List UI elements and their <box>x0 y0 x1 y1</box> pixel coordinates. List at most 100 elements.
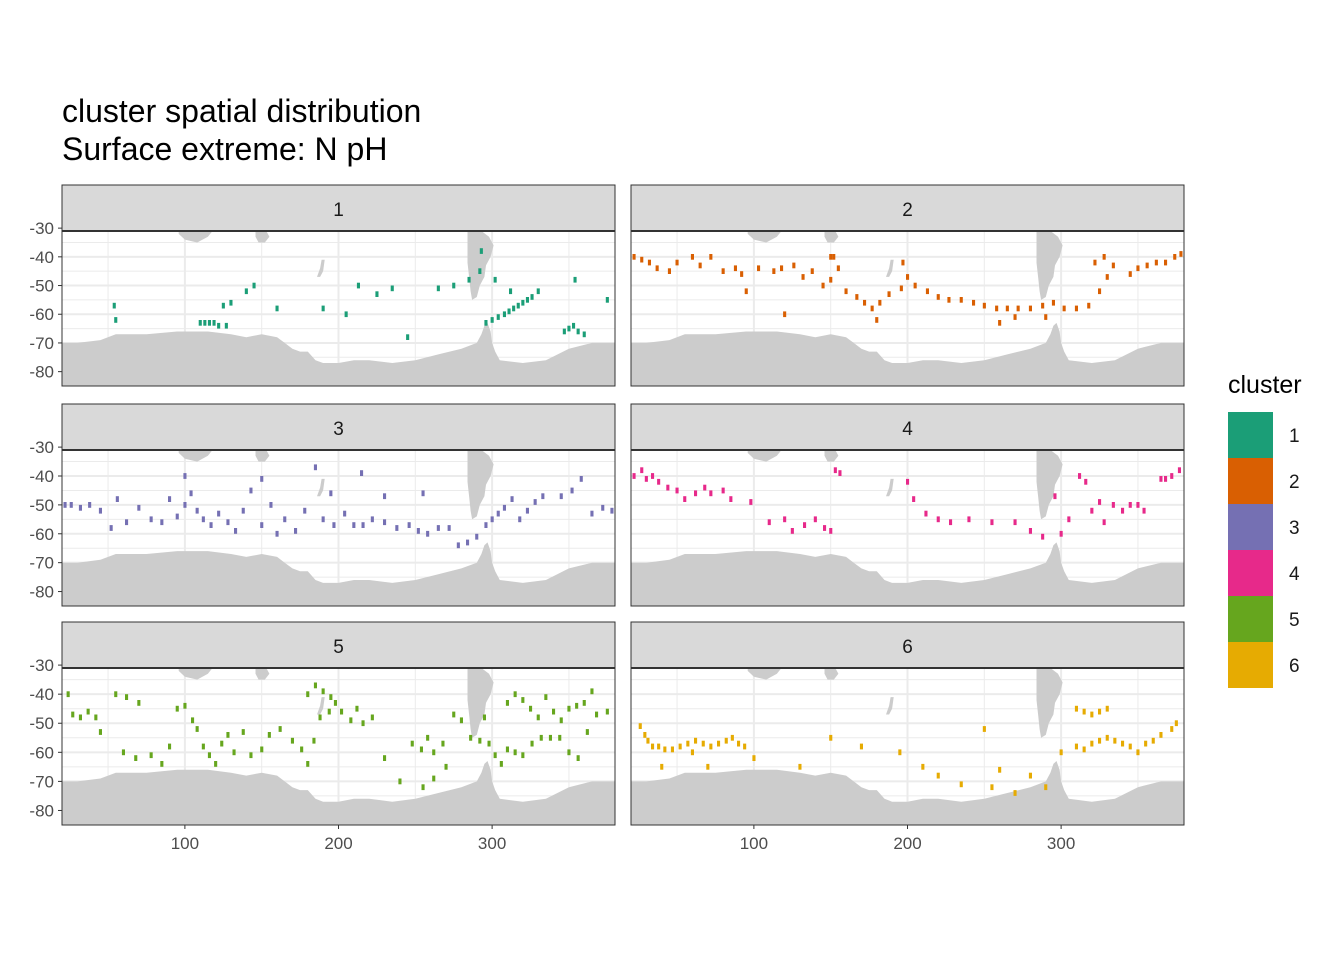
data-cell <box>729 496 733 502</box>
data-cell <box>792 262 796 269</box>
data-cell <box>1098 708 1102 715</box>
data-cell <box>521 697 525 703</box>
legend-label-3: 3 <box>1289 518 1300 539</box>
data-cell <box>709 743 713 750</box>
facet-panel-2: 2 <box>630 184 1185 387</box>
data-cell <box>478 268 482 274</box>
data-cell <box>327 708 331 715</box>
facet-strip-label: 4 <box>902 419 913 440</box>
data-cell <box>1087 302 1091 309</box>
facet-panel-1: 1 -30 -40 -50 -60 -70 -80 <box>29 184 616 387</box>
data-cell <box>972 299 976 306</box>
land-mass <box>62 322 615 386</box>
x-tick-label: 200 <box>324 834 352 853</box>
data-cell <box>109 525 113 531</box>
land-mass <box>467 668 494 738</box>
data-cell <box>115 496 119 502</box>
data-cell <box>582 331 586 338</box>
y-tick-label: -80 <box>29 363 54 382</box>
data-cell <box>361 720 365 727</box>
data-cell <box>370 516 374 523</box>
data-cell <box>1136 265 1140 272</box>
facet-strip-label: 6 <box>902 637 913 658</box>
data-cell <box>168 743 172 750</box>
data-cell <box>913 282 917 289</box>
data-cell <box>906 274 910 280</box>
data-cell <box>790 528 794 534</box>
y-tick-label: -80 <box>29 801 54 820</box>
data-cell <box>1051 299 1055 306</box>
data-cell <box>484 522 488 528</box>
data-cell <box>125 694 129 700</box>
data-cell <box>98 729 102 735</box>
data-cell <box>313 682 317 689</box>
data-cell <box>646 737 650 744</box>
data-cell <box>1016 305 1020 312</box>
data-cell <box>168 496 172 502</box>
data-cell <box>191 717 195 724</box>
data-cell <box>1136 502 1140 508</box>
facet-panel-4: 4 <box>630 403 1185 607</box>
data-cell <box>575 702 579 709</box>
data-cell <box>829 254 833 260</box>
data-cell <box>63 502 67 508</box>
facet-strip-label: 1 <box>333 200 344 221</box>
data-cell <box>878 299 882 306</box>
data-cell <box>590 688 594 695</box>
data-cell <box>198 320 202 326</box>
data-cell <box>290 737 294 744</box>
y-tick-label: -50 <box>29 714 54 733</box>
data-cell <box>1111 262 1115 269</box>
data-cell <box>694 737 698 744</box>
data-cell <box>675 259 679 266</box>
data-cell <box>321 305 325 312</box>
y-tick-label: -50 <box>29 496 54 515</box>
data-cell <box>479 248 483 254</box>
data-cell <box>683 496 687 502</box>
data-cell <box>667 268 671 274</box>
data-cell <box>1062 305 1066 312</box>
chart-title: cluster spatial distribution <box>62 93 422 129</box>
data-cell <box>149 516 153 523</box>
data-cell <box>605 297 609 303</box>
data-cell <box>212 320 216 326</box>
data-cell <box>201 516 205 523</box>
data-cell <box>717 740 721 747</box>
data-cell <box>1041 533 1045 540</box>
data-cell <box>175 513 179 520</box>
land-mass <box>747 450 782 462</box>
data-cell <box>530 740 534 747</box>
data-cell <box>137 504 141 511</box>
data-cell <box>444 763 448 770</box>
data-cell <box>1159 732 1163 738</box>
data-cell <box>1078 473 1082 479</box>
legend-key-2 <box>1228 458 1273 504</box>
data-cell <box>666 484 670 491</box>
data-cell <box>512 305 516 312</box>
land-mass <box>631 542 1184 606</box>
data-cell <box>559 717 563 724</box>
data-cell <box>114 691 118 698</box>
data-cell <box>844 288 848 295</box>
data-cell <box>1128 502 1132 508</box>
data-cell <box>516 302 520 309</box>
data-cell <box>352 522 356 528</box>
data-cell <box>487 740 491 747</box>
data-cell <box>306 691 310 698</box>
data-cell <box>426 530 430 537</box>
data-cell <box>318 714 322 721</box>
legend-title: cluster <box>1228 371 1302 399</box>
y-tick-label: -40 <box>29 467 54 486</box>
data-cell <box>1151 737 1155 744</box>
data-cell <box>249 487 253 494</box>
data-cell <box>183 473 187 479</box>
data-cell <box>657 478 661 485</box>
x-tick-label: 300 <box>478 834 506 853</box>
data-cell <box>1084 478 1088 485</box>
x-tick-label: 300 <box>1047 834 1075 853</box>
y-tick-label: -70 <box>29 554 54 573</box>
data-cell <box>651 743 655 750</box>
y-tick-label: -40 <box>29 685 54 704</box>
data-cell <box>333 700 337 706</box>
data-cell <box>870 305 874 312</box>
